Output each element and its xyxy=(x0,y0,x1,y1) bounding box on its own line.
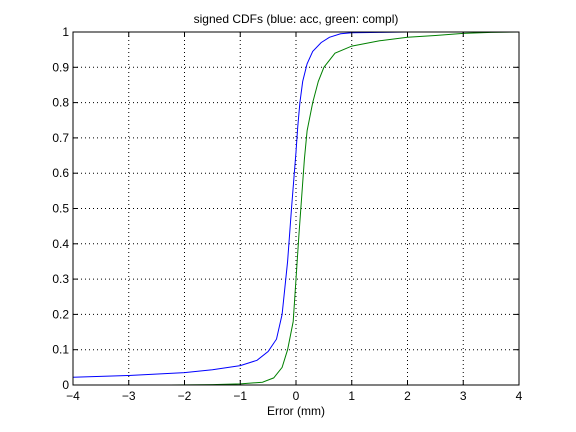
x-tick-label: −3 xyxy=(122,389,136,403)
y-tick-label: 0 xyxy=(62,378,69,392)
y-tick-label: 0.6 xyxy=(52,166,69,180)
x-tick-labels: −4 −3 −2 −1 0 1 2 3 4 xyxy=(66,389,523,403)
series-lines xyxy=(72,31,520,386)
series-line-compl xyxy=(170,31,520,386)
grid-lines xyxy=(73,32,519,385)
y-tick-label: 0.2 xyxy=(52,307,69,321)
y-tick-label: 0.4 xyxy=(52,237,69,251)
x-tick-label: −1 xyxy=(233,389,247,403)
x-tick-label: 0 xyxy=(293,389,300,403)
y-tick-label: 0.7 xyxy=(52,131,69,145)
x-axis-label: Error (mm) xyxy=(267,404,325,418)
x-tick-label: −2 xyxy=(178,389,192,403)
x-tick-label: 3 xyxy=(460,389,467,403)
chart-title: signed CDFs (blue: acc, green: compl) xyxy=(194,12,399,26)
y-tick-labels: 0 0.1 0.2 0.3 0.4 0.5 0.6 0.7 0.8 0.9 1 xyxy=(52,25,69,392)
series-line-acc xyxy=(72,31,492,378)
y-tick-label: 1 xyxy=(62,25,69,39)
x-tick-label: 2 xyxy=(404,389,411,403)
x-tick-label: 1 xyxy=(348,389,355,403)
y-tick-label: 0.8 xyxy=(52,96,69,110)
x-tick-label: 4 xyxy=(516,389,523,403)
y-tick-label: 0.9 xyxy=(52,60,69,74)
y-tick-label: 0.1 xyxy=(52,343,69,357)
tick-marks xyxy=(72,31,520,386)
y-tick-label: 0.5 xyxy=(52,202,69,216)
x-tick-label: −4 xyxy=(66,389,80,403)
y-tick-label: 0.3 xyxy=(52,272,69,286)
